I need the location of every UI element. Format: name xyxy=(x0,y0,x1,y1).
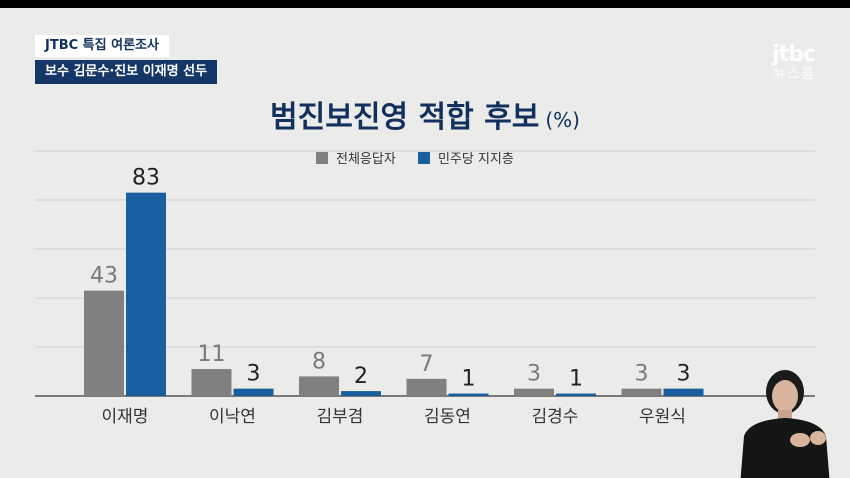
chart-title-text: 범진보진영 적합 후보 xyxy=(270,100,540,135)
data-label-all: 8 xyxy=(312,349,326,374)
legend-item-all: 전체응답자 xyxy=(316,148,396,167)
legend-swatch-dem xyxy=(417,152,430,164)
data-label-dem: 3 xyxy=(677,362,691,387)
bar-all xyxy=(84,290,124,396)
bar-all xyxy=(514,388,554,396)
bar-dem xyxy=(663,388,704,396)
data-label-dem: 83 xyxy=(132,166,160,191)
data-label-all: 43 xyxy=(90,264,118,289)
legend-label-all: 전체응답자 xyxy=(336,152,396,167)
data-label-dem: 1 xyxy=(569,367,583,392)
bar-all xyxy=(406,378,447,396)
category-label: 이낙연 xyxy=(209,407,256,427)
program-tag: JTBC 특집 여론조사 xyxy=(35,35,169,57)
bar-all xyxy=(299,376,339,396)
chart-unit: (%) xyxy=(545,108,580,132)
chart-title: 범진보진영 적합 후보 (%) xyxy=(0,92,850,136)
category-label: 김동연 xyxy=(424,407,471,427)
bar-dem xyxy=(448,393,489,396)
bar-chart: 43 83 이재명 11 3 이낙연 8 2 김부겸 7 1 김동연 3 1 김경수 3 3 우원식 xyxy=(35,150,815,427)
logo-text: jtbc xyxy=(772,42,816,67)
legend-label-dem: 민주당 지지층 xyxy=(437,152,514,167)
category-label: 이재명 xyxy=(102,407,149,427)
bar-dem xyxy=(341,391,381,396)
data-label-dem: 3 xyxy=(247,362,261,387)
category-label: 김부겸 xyxy=(317,407,364,427)
data-label-dem: 2 xyxy=(354,364,368,389)
sign-language-interpreter-image xyxy=(740,370,830,478)
chart-panel: JTBC 특집 여론조사 보수 김문수·진보 이재명 선두 jtbc 뉴스룸 범… xyxy=(0,8,850,478)
bar-all xyxy=(191,369,232,396)
chart-legend: 전체응답자 민주당 지지층 xyxy=(316,148,532,167)
logo-subtext: 뉴스룸 xyxy=(773,66,815,82)
legend-swatch-all xyxy=(316,152,328,164)
category-label: 우원식 xyxy=(639,407,686,427)
category-label: 김경수 xyxy=(532,407,579,427)
bar-dem xyxy=(233,388,274,396)
data-label-all: 3 xyxy=(527,362,541,387)
bar-dem xyxy=(126,192,166,396)
data-label-all: 7 xyxy=(420,352,434,377)
legend-item-dem: 민주당 지지층 xyxy=(417,148,514,167)
bar-all xyxy=(621,388,662,396)
broadcaster-logo: jtbc 뉴스룸 xyxy=(772,42,816,83)
headline-tag: 보수 김문수·진보 이재명 선두 xyxy=(35,60,218,84)
data-label-dem: 1 xyxy=(462,367,476,392)
bar-dem xyxy=(556,393,596,396)
data-label-all: 11 xyxy=(198,342,226,367)
data-label-all: 3 xyxy=(635,362,649,387)
